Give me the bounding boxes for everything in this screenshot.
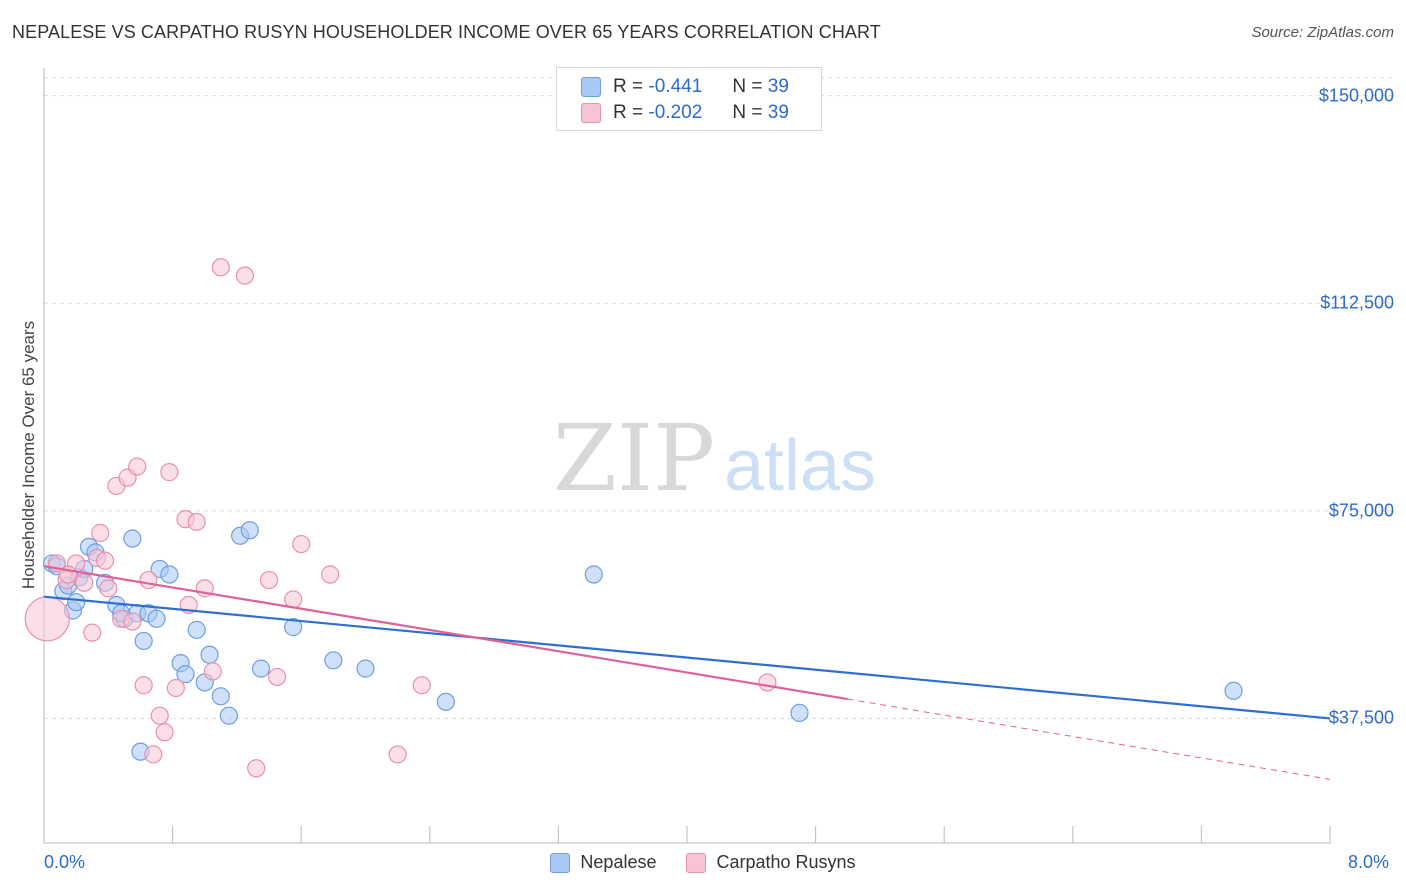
carpatho-point bbox=[83, 623, 102, 642]
carpatho-trend-line bbox=[43, 565, 848, 701]
carpatho-point bbox=[388, 745, 407, 764]
carpatho-point bbox=[187, 512, 206, 532]
carpatho-point bbox=[247, 759, 266, 778]
carpatho-point bbox=[292, 534, 311, 554]
watermark-zip: ZIP bbox=[553, 405, 715, 512]
data-points bbox=[24, 258, 1243, 778]
n-value: 39 bbox=[767, 76, 789, 97]
carpatho-point bbox=[211, 258, 230, 277]
y-tick-label-1: $75,000 bbox=[1328, 500, 1394, 521]
carpatho-point bbox=[166, 678, 185, 698]
y-tick-label-3: $150,000 bbox=[1318, 85, 1394, 106]
carpatho-swatch bbox=[581, 103, 601, 123]
x-tick-label-max: 8.0% bbox=[1348, 852, 1390, 872]
carpatho-point bbox=[150, 706, 169, 725]
nepalese-point bbox=[147, 609, 166, 628]
legend-item-carpatho[interactable]: Carpatho Rusyns bbox=[686, 852, 856, 873]
nepalese-point bbox=[324, 651, 343, 670]
carpatho-point bbox=[235, 266, 255, 285]
nepalese-point bbox=[584, 565, 603, 584]
nepalese-point bbox=[160, 565, 179, 584]
nepalese-point bbox=[211, 687, 230, 706]
carpatho-point bbox=[139, 570, 158, 590]
nepalese-point bbox=[134, 631, 153, 651]
carpatho-legend-swatch bbox=[686, 852, 707, 873]
carpatho-point bbox=[95, 551, 115, 570]
series-legend: Nepalese Carpatho Rusyns bbox=[0, 852, 1406, 873]
carpatho-point bbox=[99, 579, 118, 598]
r-value: -0.202 bbox=[648, 102, 703, 123]
carpatho-point bbox=[144, 745, 163, 764]
axes bbox=[43, 68, 1331, 844]
nepalese-point bbox=[200, 645, 219, 664]
n-label: N = bbox=[732, 102, 763, 123]
nepalese-point bbox=[356, 659, 375, 678]
nepalese-point bbox=[790, 703, 809, 723]
carpatho-point bbox=[758, 673, 777, 692]
nepalese-legend-swatch bbox=[550, 852, 571, 873]
carpatho-point bbox=[155, 723, 174, 742]
carpatho-point bbox=[24, 596, 70, 642]
trend-lines bbox=[43, 565, 1331, 780]
carpatho-point bbox=[160, 463, 179, 482]
x-tick-label-min: 0.0% bbox=[44, 852, 86, 872]
legend-label-carpatho: Carpatho Rusyns bbox=[716, 852, 856, 872]
carpatho-trend-extension bbox=[847, 698, 1331, 780]
n-value: 39 bbox=[767, 102, 789, 123]
nepalese-point bbox=[240, 521, 259, 540]
carpatho-point bbox=[203, 662, 222, 681]
carpatho-point bbox=[91, 523, 110, 543]
gridlines bbox=[44, 77, 1395, 719]
legend-item-nepalese[interactable]: Nepalese bbox=[550, 852, 656, 873]
carpatho-point bbox=[321, 565, 340, 584]
nepalese-point bbox=[123, 529, 142, 548]
y-tick-label-2: $112,500 bbox=[1320, 292, 1394, 313]
nepalese-point bbox=[284, 618, 303, 637]
r-value: -0.441 bbox=[648, 76, 703, 97]
nepalese-point bbox=[67, 593, 86, 612]
nepalese-point bbox=[436, 692, 455, 711]
n-label: N = bbox=[732, 76, 763, 97]
carpatho-point bbox=[259, 570, 279, 590]
carpatho-point bbox=[412, 676, 431, 695]
watermark: ZIP atlas bbox=[553, 405, 876, 512]
r-label: R = bbox=[613, 76, 644, 97]
source-label: Source: ZipAtlas.com bbox=[1251, 24, 1394, 41]
carpatho-point bbox=[267, 667, 287, 687]
r-label: R = bbox=[613, 102, 644, 123]
nepalese-point bbox=[187, 620, 206, 639]
chart-title: NEPALESE VS CARPATHO RUSYN HOUSEHOLDER I… bbox=[12, 22, 881, 42]
legend-row-carpatho: R = -0.202 N = 39 bbox=[581, 101, 789, 125]
nepalese-swatch bbox=[581, 77, 601, 97]
watermark-atlas: atlas bbox=[724, 426, 876, 506]
nepalese-point bbox=[1224, 681, 1243, 700]
nepalese-point bbox=[176, 665, 195, 684]
legend-label-nepalese: Nepalese bbox=[580, 852, 657, 872]
carpatho-point bbox=[134, 676, 153, 695]
carpatho-point bbox=[128, 457, 147, 476]
nepalese-point bbox=[219, 706, 238, 725]
correlation-legend: R = -0.441 N = 39 R = -0.202 N = 39 bbox=[556, 67, 822, 131]
legend-row-nepalese: R = -0.441 N = 39 bbox=[581, 75, 789, 99]
carpatho-point bbox=[75, 573, 94, 592]
nepalese-point bbox=[251, 659, 271, 678]
nepalese-trend-line bbox=[43, 595, 1331, 720]
y-tick-label-0: $37,500 bbox=[1328, 707, 1394, 728]
carpatho-point bbox=[123, 612, 142, 631]
